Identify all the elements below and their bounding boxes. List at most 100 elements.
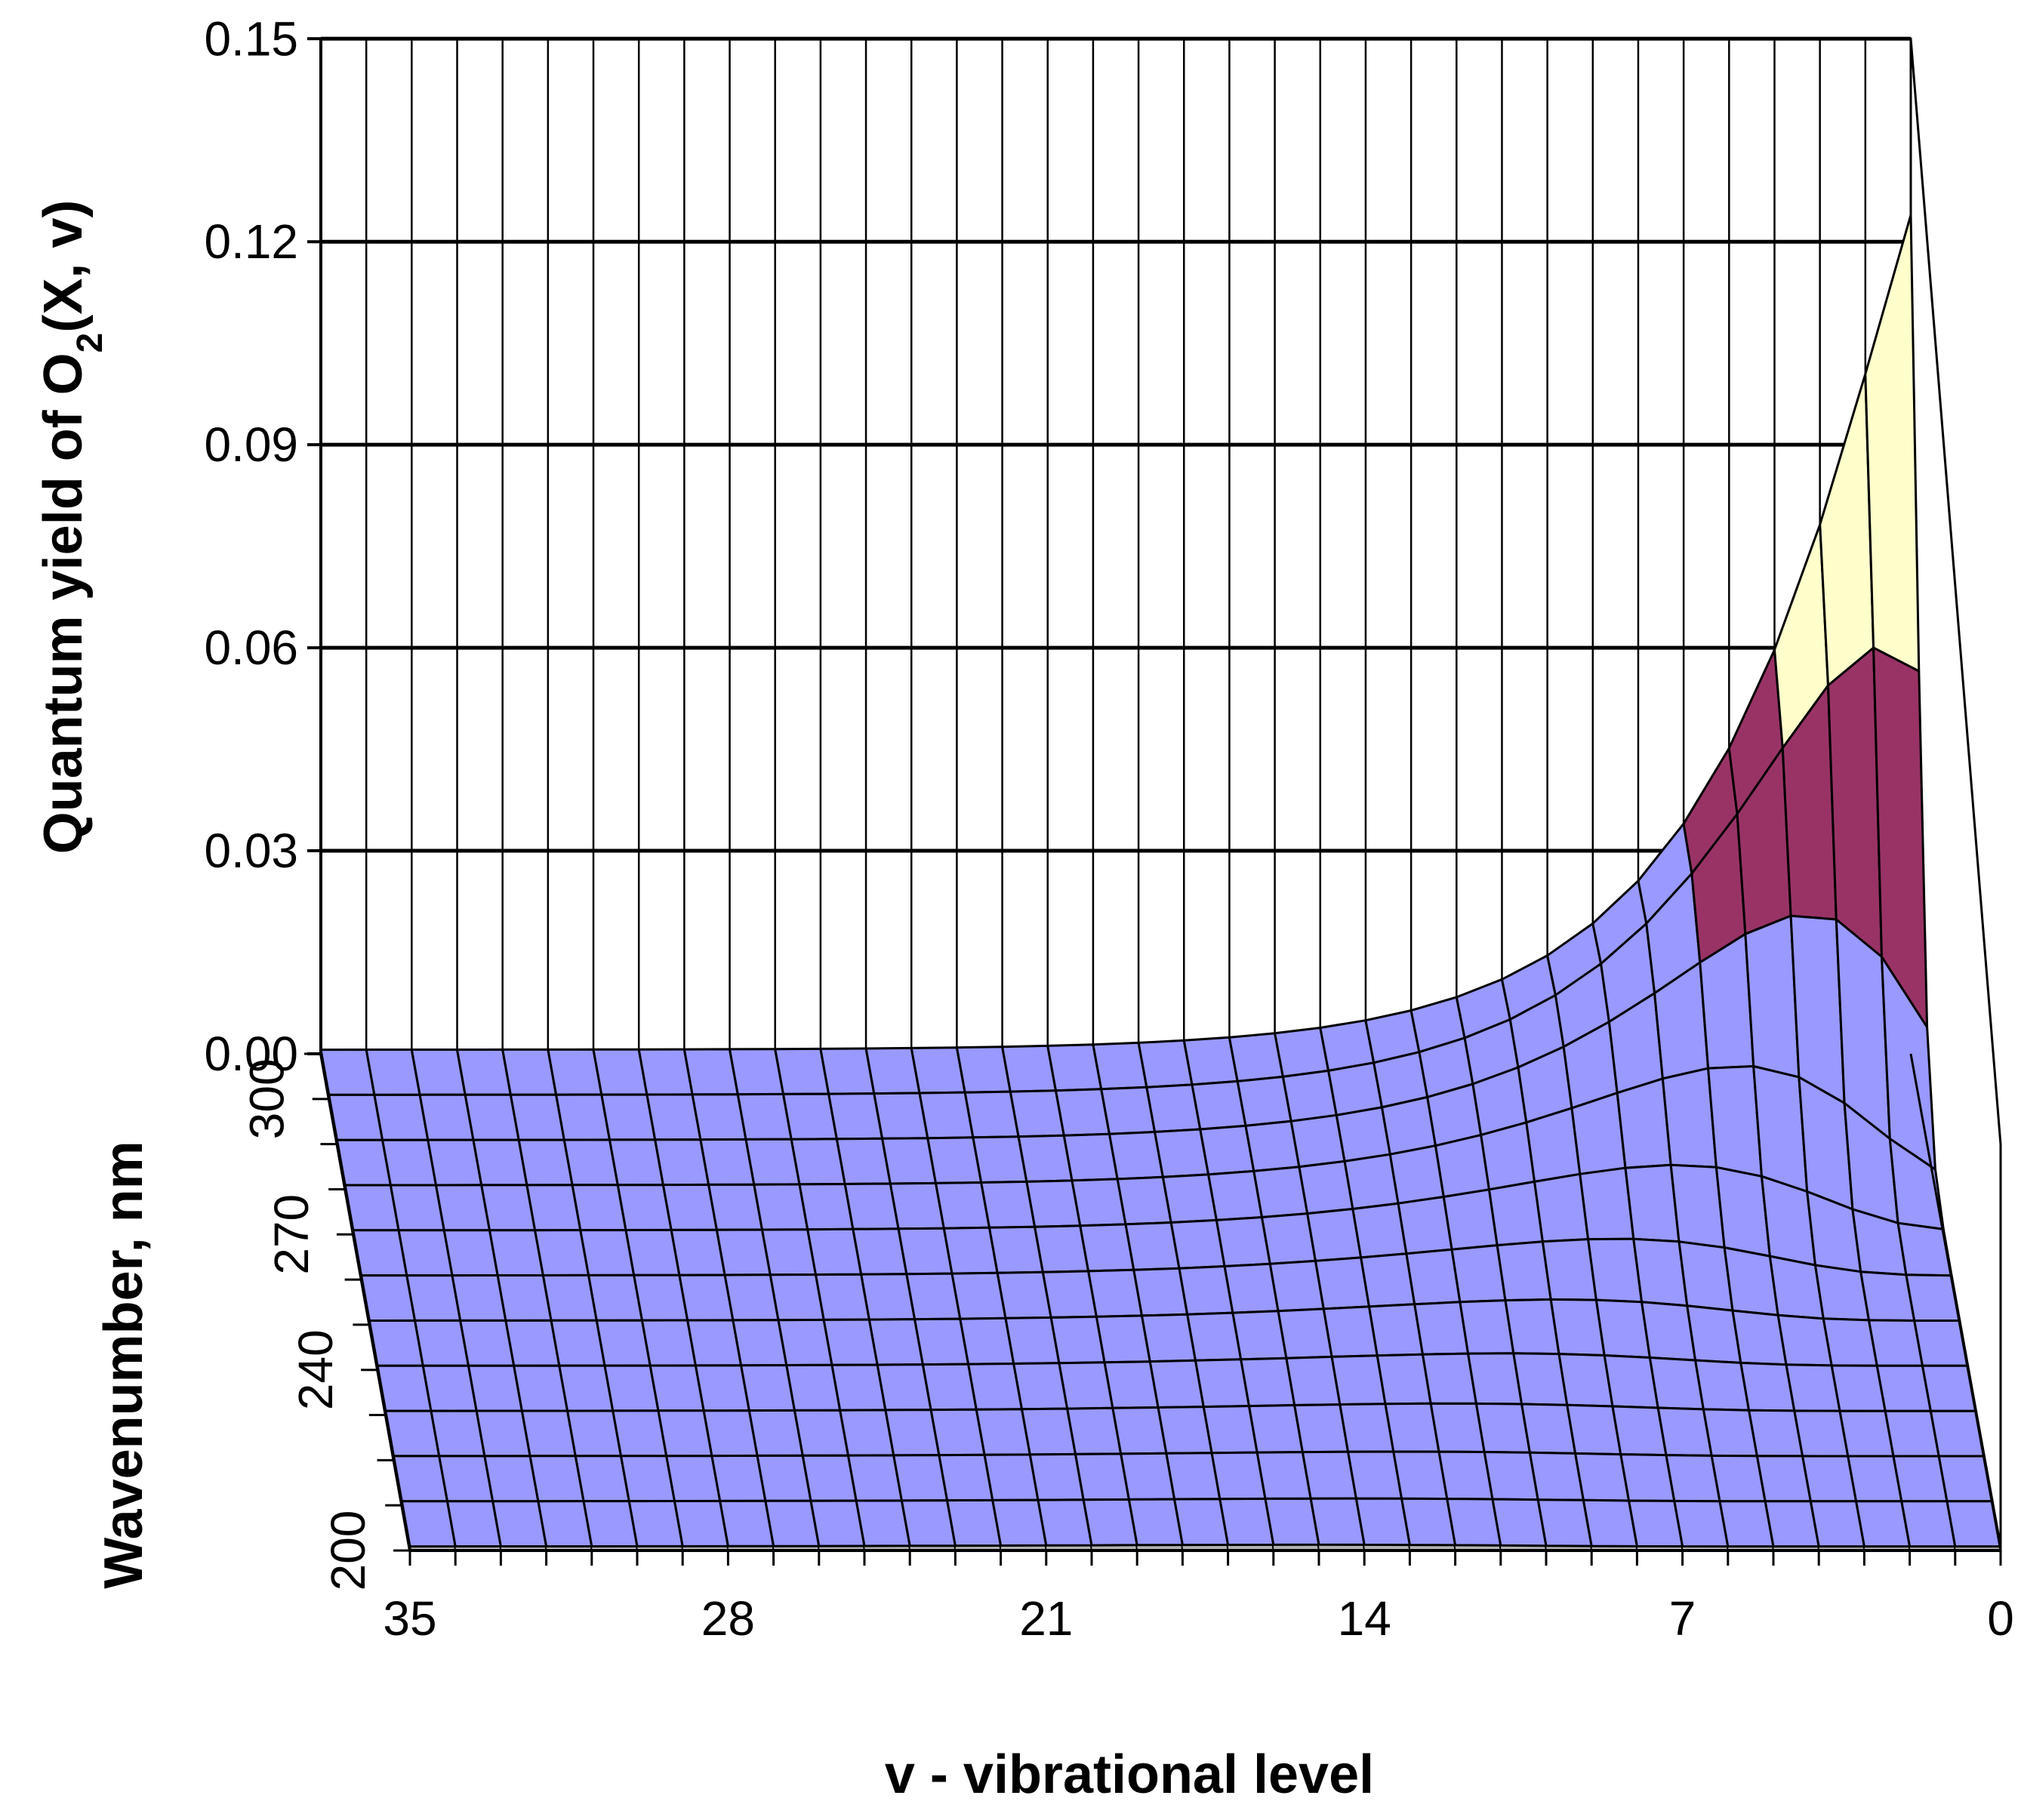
y-tick-label: 300: [240, 1058, 294, 1139]
surface-cell: [344, 1184, 400, 1232]
surface-cell: [847, 1454, 903, 1502]
surface-cell: [1442, 1188, 1499, 1251]
surface-cell: [571, 1184, 627, 1232]
surface-cell: [504, 1319, 561, 1367]
surface-cell: [686, 1319, 743, 1367]
surface-cell: [830, 1363, 887, 1412]
surface-cell: [774, 1047, 830, 1095]
surface-cell: [319, 1049, 376, 1096]
surface-cell: [1092, 1041, 1148, 1091]
surface-cell: [1376, 1353, 1432, 1406]
x-tick-label: 7: [1669, 1591, 1696, 1646]
surface-cell: [579, 1229, 636, 1276]
y-tick-label: 240: [288, 1329, 343, 1410]
surface-cell: [654, 1138, 710, 1187]
surface-cell: [520, 1409, 577, 1458]
y-tick-label: 200: [321, 1511, 375, 1591]
surface-cell: [480, 1184, 537, 1232]
surface-cell: [525, 1184, 582, 1232]
surface-cell: [1434, 1134, 1490, 1198]
surface-cell: [801, 1454, 858, 1502]
surface-cell: [736, 1092, 793, 1141]
surface-cell: [555, 1093, 611, 1141]
surface-cell: [1252, 1166, 1309, 1218]
surface-cell: [384, 1409, 441, 1458]
surface-cell: [702, 1409, 759, 1458]
surface-cell: [1388, 1144, 1445, 1205]
surface-cell: [1100, 1086, 1157, 1135]
surface-cell: [612, 1409, 668, 1458]
surface-cell: [501, 1048, 558, 1096]
surface-cell: [852, 1227, 908, 1276]
surface-cell: [451, 1274, 507, 1322]
surface-cell: [815, 1273, 870, 1321]
surface-cell: [491, 1500, 548, 1547]
surface-cell: [1108, 1131, 1164, 1181]
surface-cell: [921, 1363, 978, 1412]
side-frame: [1909, 38, 2002, 1551]
surface-cell: [550, 1319, 606, 1367]
surface-cell: [595, 1319, 652, 1367]
surface-cell: [467, 1364, 523, 1412]
surface-cell: [430, 1409, 486, 1458]
surface-cell: [983, 1453, 1040, 1501]
surface-cell: [1161, 1173, 1218, 1224]
surface-cell: [756, 1454, 812, 1502]
surface-cell: [1062, 1132, 1119, 1182]
surface-cell: [582, 1500, 639, 1547]
surface-cell: [421, 1364, 478, 1412]
surface-cell: [475, 1409, 531, 1458]
z-tick-label: 0.06: [204, 621, 298, 675]
surface-cell: [608, 1138, 664, 1187]
surface-cell: [1261, 1212, 1317, 1265]
surface-cell: [1145, 1083, 1202, 1133]
surface-cell: [955, 1045, 1012, 1094]
surface-cell: [1244, 1119, 1301, 1172]
surface-cell: [1074, 1452, 1130, 1501]
surface-cell: [1570, 1092, 1627, 1175]
surface-cell: [959, 1316, 1015, 1366]
x-tick-label: 28: [701, 1591, 755, 1646]
surface-cell: [723, 1273, 780, 1322]
surface-cell: [691, 1093, 747, 1141]
surface-cell: [1207, 1169, 1263, 1221]
x-tick-label: 14: [1338, 1591, 1391, 1646]
surface-cell: [1306, 1208, 1363, 1262]
surface-cell: [376, 1364, 433, 1412]
surface-cell: [368, 1319, 424, 1367]
surface-cell: [427, 1138, 483, 1187]
surface-cell: [1335, 1106, 1391, 1163]
surface-cell: [1049, 1315, 1106, 1365]
surface-cell: [1087, 1268, 1143, 1318]
surface-cell: [381, 1138, 437, 1187]
surface-cell: [719, 1499, 775, 1547]
surface-cell: [373, 1093, 430, 1141]
surface-cell: [1182, 1036, 1239, 1086]
surface-cell: [1281, 1069, 1338, 1122]
z-tick-label: 0.03: [204, 824, 298, 878]
surface-cell: [798, 1183, 855, 1231]
z-tick-label: 0.12: [204, 214, 298, 269]
surface-cell: [740, 1364, 796, 1412]
surface-cell: [785, 1363, 842, 1412]
surface-cell: [1533, 1172, 1590, 1243]
surface-cell: [876, 1363, 932, 1412]
y-axis-ticks: 200 240 270 300: [240, 1052, 411, 1591]
surface-cell: [1124, 1221, 1181, 1271]
surface-cell: [1274, 1027, 1330, 1078]
surface-cell: [819, 1047, 876, 1095]
surface-cell: [624, 1228, 681, 1276]
surface-cell: [1293, 1403, 1350, 1454]
surface-cell: [1314, 1256, 1370, 1310]
surface-cell: [641, 1319, 697, 1367]
surface-cell: [1525, 1107, 1582, 1183]
surface-cell: [1154, 1128, 1210, 1178]
surface-cell: [1120, 1452, 1176, 1501]
surface-cell: [1268, 1259, 1325, 1313]
surface-cell: [1202, 1405, 1259, 1455]
x-tick-label: 21: [1019, 1591, 1073, 1646]
surface-cell: [1248, 1404, 1304, 1454]
surface-cell: [509, 1093, 565, 1141]
surface-cell: [1132, 1267, 1189, 1317]
